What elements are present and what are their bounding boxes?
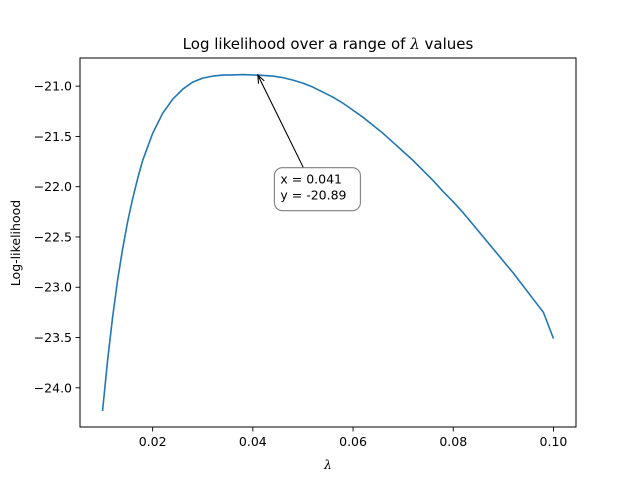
y-tick-label: −23.5 <box>34 330 72 345</box>
annotation-arrow-shaft <box>257 74 304 168</box>
y-tick-label: −24.0 <box>34 380 72 395</box>
x-tick-label: 0.08 <box>439 434 467 449</box>
axes-frame <box>79 57 577 428</box>
annotation-box <box>273 167 361 212</box>
x-axis-label: λ <box>323 457 332 472</box>
x-tick-label: 0.04 <box>239 434 267 449</box>
plot-area <box>101 73 555 411</box>
axis-ticks: 0.02 0.04 0.06 0.08 0.10 −21.0 −21.5 −22.0 −22.5… <box>34 79 568 449</box>
x-tick-label: 0.02 <box>139 434 167 449</box>
annotation-arrow-head <box>257 73 265 84</box>
series-line-0 <box>101 73 555 411</box>
x-tick-label: 0.06 <box>339 434 367 449</box>
annotation-y-text: y = -20.89 <box>280 188 346 203</box>
y-tick-label: −21.0 <box>34 79 72 94</box>
y-tick-label: −22.5 <box>34 229 72 244</box>
chart-title: Log likelihood over a range of λ values <box>183 35 474 53</box>
x-tick-label: 0.10 <box>540 434 568 449</box>
annotation-x-text: x = 0.041 <box>280 172 342 187</box>
y-tick-label: −21.5 <box>34 129 72 144</box>
y-tick-label: −23.0 <box>34 280 72 295</box>
y-tick-label: −22.0 <box>34 179 72 194</box>
y-axis-label: Log-likelihood <box>8 200 23 286</box>
